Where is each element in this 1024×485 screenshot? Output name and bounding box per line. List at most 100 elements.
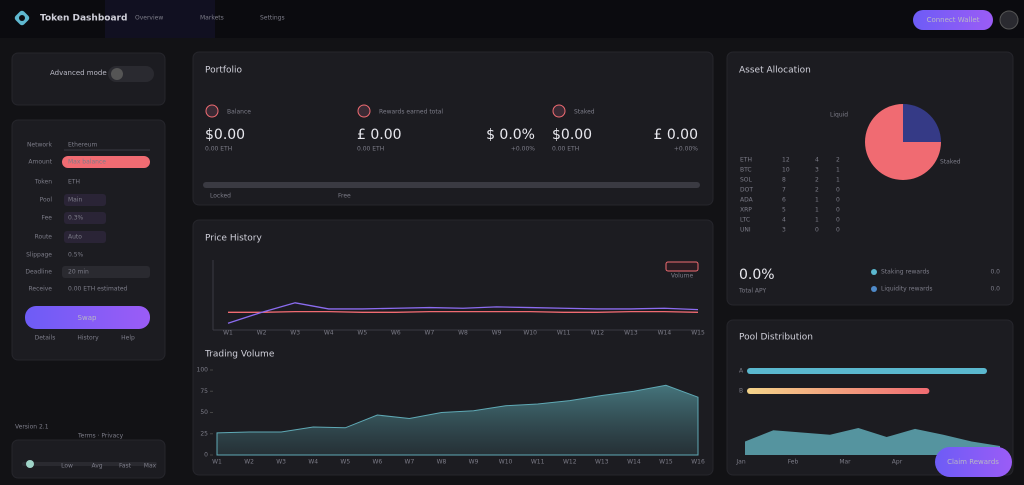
table-cell: 0 xyxy=(836,197,840,204)
table-cell: LTC xyxy=(740,217,750,224)
stat-extra-sub: +0.00% xyxy=(674,146,698,153)
x-tick-label: W11 xyxy=(531,459,545,466)
sidebar-link[interactable]: History xyxy=(77,335,99,342)
x-tick-label: W5 xyxy=(357,330,367,337)
sidebar-link[interactable]: Details xyxy=(35,335,56,342)
toggle-label: Advanced mode xyxy=(50,69,107,77)
x-tick-label: W7 xyxy=(405,459,415,466)
card-title: Pool Distribution xyxy=(739,333,813,343)
connect-button[interactable] xyxy=(913,10,993,30)
slider-thumb[interactable] xyxy=(26,460,34,468)
stat-icon xyxy=(357,104,371,118)
table-cell: 1 xyxy=(815,207,819,214)
submit-button[interactable] xyxy=(25,306,150,329)
field-label: Pool xyxy=(40,197,53,204)
slider-track[interactable] xyxy=(22,462,157,466)
stat-extra-sub: +0.00% xyxy=(511,146,535,153)
toggle-knob xyxy=(111,68,123,80)
table-cell: 2 xyxy=(815,187,819,194)
bar-label: A xyxy=(739,368,744,375)
x-tick-label: Mar xyxy=(839,459,851,466)
account-button[interactable] xyxy=(999,10,1019,30)
table-cell: DOT xyxy=(740,187,753,194)
legend-dot xyxy=(871,286,877,292)
table-cell: XRP xyxy=(740,207,752,214)
total-value: 0.0% xyxy=(739,267,775,283)
bar xyxy=(747,388,930,394)
y-tick-label: 25 xyxy=(200,430,208,437)
stat-extra: £ 0.00 xyxy=(653,127,698,143)
x-tick-label: W1 xyxy=(212,459,222,466)
x-tick-label: W15 xyxy=(659,459,673,466)
field-input[interactable] xyxy=(64,212,106,224)
field-label: Deadline xyxy=(25,269,52,276)
table-cell: 0 xyxy=(836,217,840,224)
field-input[interactable] xyxy=(64,231,106,243)
x-tick-label: W10 xyxy=(523,330,537,337)
table-cell: 0 xyxy=(836,187,840,194)
x-tick-label: W1 xyxy=(223,330,233,337)
footer-links: Terms · Privacy xyxy=(77,433,124,440)
x-tick-label: W14 xyxy=(627,459,641,466)
table-cell: ADA xyxy=(740,197,754,204)
brand: Token Dashboard xyxy=(40,14,127,24)
trend-area xyxy=(745,428,1000,455)
x-tick-label: W15 xyxy=(691,330,705,337)
card-title: Price History xyxy=(205,234,263,244)
field-label: Slippage xyxy=(26,252,52,259)
stat-label: Balance xyxy=(227,109,251,116)
field-label: Token xyxy=(34,179,52,186)
line-series xyxy=(227,302,699,324)
table-cell: UNI xyxy=(740,227,751,234)
x-tick-label: W7 xyxy=(425,330,435,337)
table-cell: 1 xyxy=(836,177,840,184)
fab[interactable] xyxy=(935,447,1012,477)
field-value: 20 min xyxy=(68,269,89,276)
x-tick-label: W12 xyxy=(563,459,577,466)
nav-link[interactable]: Settings xyxy=(260,15,285,22)
table-cell: 1 xyxy=(815,217,819,224)
field-value: Auto xyxy=(68,234,82,241)
x-tick-label: W5 xyxy=(340,459,350,466)
sidebar-link[interactable]: Help xyxy=(121,335,135,342)
nav-link[interactable]: Markets xyxy=(200,15,224,22)
table-cell: 0 xyxy=(836,207,840,214)
table-cell: 10 xyxy=(782,167,790,174)
card xyxy=(11,439,166,479)
table-cell: 0 xyxy=(815,227,819,234)
stat-value: $0.00 xyxy=(552,127,592,143)
pie-label: Staked xyxy=(940,159,961,166)
x-tick-label: W2 xyxy=(257,330,267,337)
stat-sub: 0.00 ETH xyxy=(357,146,384,153)
table-cell: 8 xyxy=(782,177,786,184)
logo-center xyxy=(19,15,25,21)
y-tick-label: 100 xyxy=(197,367,209,374)
stat-sub: 0.00 ETH xyxy=(552,146,579,153)
y-tick-label: 75 xyxy=(200,388,208,395)
field-input[interactable] xyxy=(62,156,150,168)
stat-label: Staked xyxy=(574,109,595,116)
field-input[interactable] xyxy=(62,266,150,278)
legend-dot xyxy=(871,269,877,275)
table-cell: 2 xyxy=(815,177,819,184)
table-cell: 5 xyxy=(782,207,786,214)
pie-slice xyxy=(865,104,941,180)
version: Version 2.1 xyxy=(15,424,49,431)
card xyxy=(726,51,1014,306)
legend-box xyxy=(665,261,699,272)
stat-icon xyxy=(205,104,219,118)
field-input[interactable] xyxy=(64,194,106,206)
table-cell: 12 xyxy=(782,157,790,164)
nav-highlight xyxy=(105,0,215,38)
card xyxy=(192,51,714,206)
stat-extra: $ 0.0% xyxy=(486,127,535,143)
field-value: Main xyxy=(68,197,83,204)
x-tick-label: W8 xyxy=(458,330,468,337)
field-label: Network xyxy=(27,142,53,149)
x-tick-label: W13 xyxy=(595,459,609,466)
nav-link[interactable]: Overview xyxy=(135,15,163,22)
x-tick-label: Jan xyxy=(735,459,745,466)
slider-tick: Max xyxy=(144,463,157,470)
field-value: Max balance xyxy=(68,159,106,166)
